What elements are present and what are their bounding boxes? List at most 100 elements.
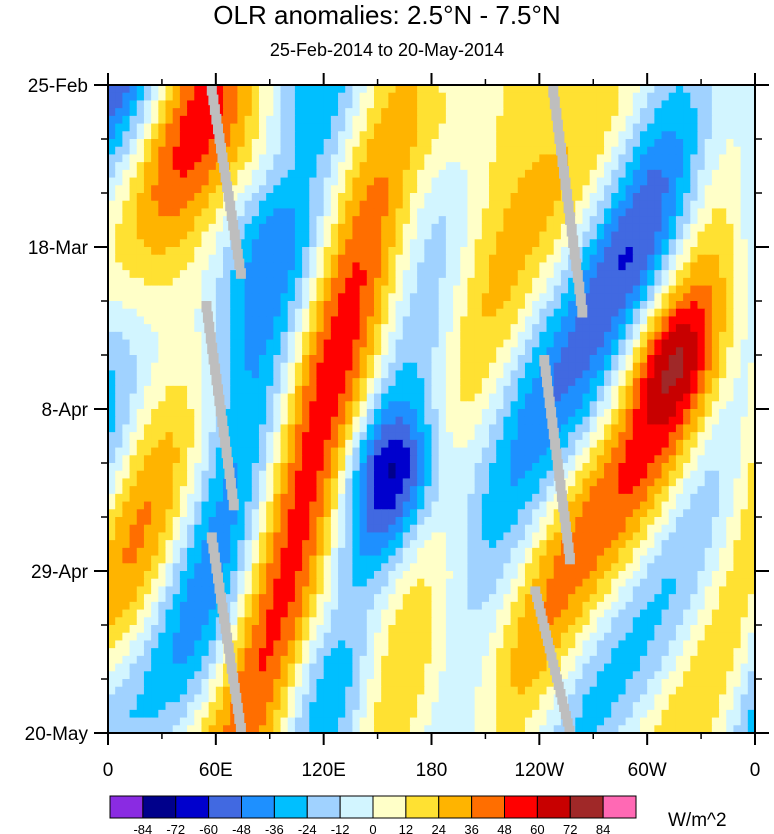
field-cell — [244, 324, 253, 333]
field-cell — [611, 92, 620, 102]
field-cell — [481, 193, 490, 202]
field-cell — [690, 285, 699, 294]
field-cell — [251, 493, 260, 503]
field-cell — [258, 131, 267, 140]
field-cell — [158, 385, 167, 395]
field-cell — [122, 393, 131, 402]
field-cell — [604, 146, 612, 156]
field-cell — [108, 447, 116, 456]
field-cell — [467, 162, 476, 171]
field-cell — [108, 154, 116, 163]
field-cell — [503, 401, 512, 410]
field-cell — [273, 223, 282, 233]
field-cell — [323, 285, 332, 294]
field-cell — [438, 169, 447, 179]
field-cell — [287, 478, 296, 487]
field-cell — [143, 185, 152, 194]
field-cell — [460, 493, 469, 503]
field-cell — [453, 470, 461, 480]
field-cell — [352, 146, 361, 156]
field-cell — [726, 316, 735, 325]
field-cell — [517, 123, 526, 132]
field-cell — [115, 200, 123, 210]
field-cell — [611, 439, 620, 449]
field-cell — [424, 501, 433, 510]
field-cell — [424, 277, 433, 287]
field-cell — [187, 285, 195, 294]
field-cell — [589, 293, 598, 302]
field-cell — [719, 185, 727, 194]
field-cell — [122, 463, 131, 472]
field-cell — [611, 324, 620, 333]
field-cell — [158, 100, 167, 109]
field-cell — [747, 254, 756, 264]
field-cell — [467, 378, 476, 387]
field-cell — [251, 92, 260, 102]
field-cell — [230, 339, 238, 348]
field-cell — [474, 393, 483, 402]
field-cell — [381, 501, 389, 510]
field-cell — [625, 439, 634, 449]
field-cell — [352, 131, 361, 140]
field-cell — [208, 493, 217, 503]
field-cell — [661, 470, 670, 480]
field-cell — [302, 493, 310, 503]
field-cell — [690, 401, 699, 410]
field-cell — [417, 331, 425, 341]
field-cell — [726, 223, 735, 233]
field-cell — [359, 439, 368, 449]
field-cell — [604, 463, 612, 472]
field-cell — [316, 277, 325, 287]
field-cell — [417, 339, 425, 348]
field-cell — [108, 285, 116, 294]
field-cell — [604, 169, 612, 179]
field-cell — [733, 401, 742, 410]
field-cell — [330, 509, 339, 518]
field-cell — [409, 177, 418, 186]
field-cell — [445, 254, 454, 264]
field-cell — [266, 108, 274, 117]
field-cell — [589, 177, 598, 186]
field-cell — [345, 439, 354, 449]
field-cell — [453, 393, 461, 402]
field-cell — [316, 339, 325, 348]
field-cell — [402, 131, 411, 140]
field-cell — [719, 347, 727, 356]
field-cell — [323, 432, 332, 441]
field-cell — [323, 108, 332, 117]
field-cell — [287, 247, 296, 256]
field-cell — [309, 131, 318, 140]
field-cell — [143, 378, 152, 387]
field-cell — [381, 193, 389, 202]
field-cell — [280, 139, 289, 148]
field-cell — [690, 131, 699, 140]
field-cell — [230, 424, 238, 433]
field-cell — [309, 308, 318, 318]
field-cell — [280, 362, 289, 372]
field-cell — [402, 169, 411, 179]
field-cell — [244, 162, 253, 171]
field-cell — [251, 139, 260, 148]
field-cell — [388, 177, 397, 186]
field-cell — [208, 270, 217, 279]
field-cell — [639, 463, 648, 472]
field-cell — [417, 416, 425, 426]
field-cell — [223, 108, 231, 117]
field-cell — [683, 355, 691, 364]
field-cell — [524, 370, 533, 379]
field-cell — [388, 316, 397, 325]
field-cell — [179, 92, 188, 102]
field-cell — [711, 139, 720, 148]
field-cell — [711, 378, 720, 387]
field-cell — [596, 139, 605, 148]
field-cell — [143, 131, 152, 140]
field-cell — [266, 231, 274, 240]
field-cell — [417, 501, 425, 510]
field-cell — [460, 154, 469, 163]
field-cell — [589, 409, 598, 418]
field-cell — [266, 378, 274, 387]
field-cell — [373, 486, 382, 495]
field-cell — [115, 216, 123, 225]
field-cell — [582, 223, 591, 233]
field-cell — [251, 424, 260, 433]
